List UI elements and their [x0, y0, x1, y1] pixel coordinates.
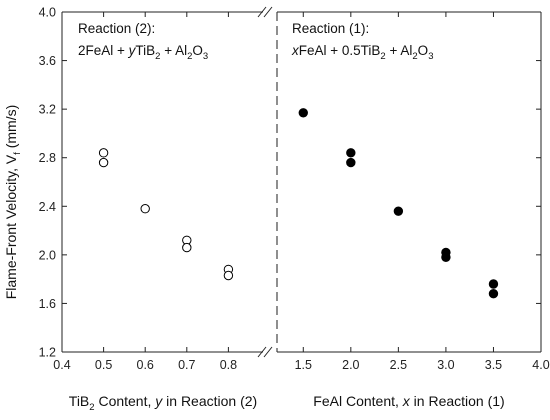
right-data-point-2: [346, 157, 356, 168]
y-tick-label-0: 1.2: [39, 346, 56, 360]
x-tick-labels: 0.4 0.5 0.6 0.7 0.8 1.5 2.0 2.5 3.0 3.5 4.0: [53, 358, 549, 372]
left-data-point-0: [98, 148, 109, 158]
left-data-point-6: [223, 270, 234, 281]
left-data-point-1: [98, 157, 109, 168]
right-x-tick-label-3: 3.0: [437, 358, 454, 372]
right-data-point-7: [488, 289, 499, 299]
right-x-axis-title: FeAl Content, x in Reaction (1): [313, 393, 504, 409]
right-annotation-title: Reaction (1):: [292, 21, 369, 36]
left-x-tick-label-0: 0.4: [53, 358, 70, 372]
right-x-tick-label-0: 1.5: [295, 358, 312, 372]
y-axis-title: Flame-Front Velocity, Vf (mm/s): [3, 105, 23, 300]
axis-break-mark-top-2: [263, 6, 273, 18]
right-x-tick-label-2: 2.5: [390, 358, 407, 372]
y-tick-label-7: 4.0: [39, 6, 56, 20]
right-annotation-equation: xFeAl + 0.5TiB2 + Al2O3: [291, 43, 433, 62]
right-data-point-1: [346, 148, 356, 158]
left-data-point-2: [140, 204, 150, 214]
right-x-tick-label-5: 4.0: [532, 358, 549, 372]
y-tick-labels: 1.2 1.6 2.0 2.4 2.8 3.2 3.6 4.0: [39, 6, 56, 360]
right-x-tick-label-4: 3.5: [485, 358, 502, 372]
right-x-tick-label-1: 2.0: [342, 358, 359, 372]
left-x-tick-label-4: 0.8: [220, 358, 237, 372]
right-data-point-3: [393, 206, 404, 216]
y-tick-label-5: 3.2: [39, 103, 56, 117]
left-x-tick-label-2: 0.6: [137, 358, 154, 372]
plot-frame: [61, 6, 542, 358]
left-x-tick-label-3: 0.7: [178, 358, 195, 372]
right-data-point-6: [488, 279, 499, 289]
y-tick-label-4: 2.8: [39, 151, 56, 165]
right-data-point-0: [298, 108, 308, 118]
y-tick-label-3: 2.4: [39, 200, 56, 214]
y-tick-label-6: 3.6: [39, 54, 56, 68]
left-annotation-equation: 2FeAl + yTiB2 + Al2O3: [78, 43, 208, 62]
data-points: [98, 108, 499, 299]
y-tick-label-1: 1.6: [39, 297, 56, 311]
left-data-point-4: [182, 242, 192, 253]
axis-break-mark-bottom-1: [257, 346, 267, 358]
left-x-tick-label-1: 0.5: [95, 358, 112, 372]
axis-break-mark-bottom-2: [263, 346, 273, 358]
tick-marks: [61, 11, 542, 353]
axis-break-mark-top-1: [257, 6, 267, 18]
left-annotation-title: Reaction (2):: [78, 21, 155, 36]
left-x-axis-title: TiB2 Content, y in Reaction (2): [69, 393, 257, 413]
y-tick-label-2: 2.0: [39, 248, 56, 262]
right-data-point-5: [441, 252, 451, 262]
